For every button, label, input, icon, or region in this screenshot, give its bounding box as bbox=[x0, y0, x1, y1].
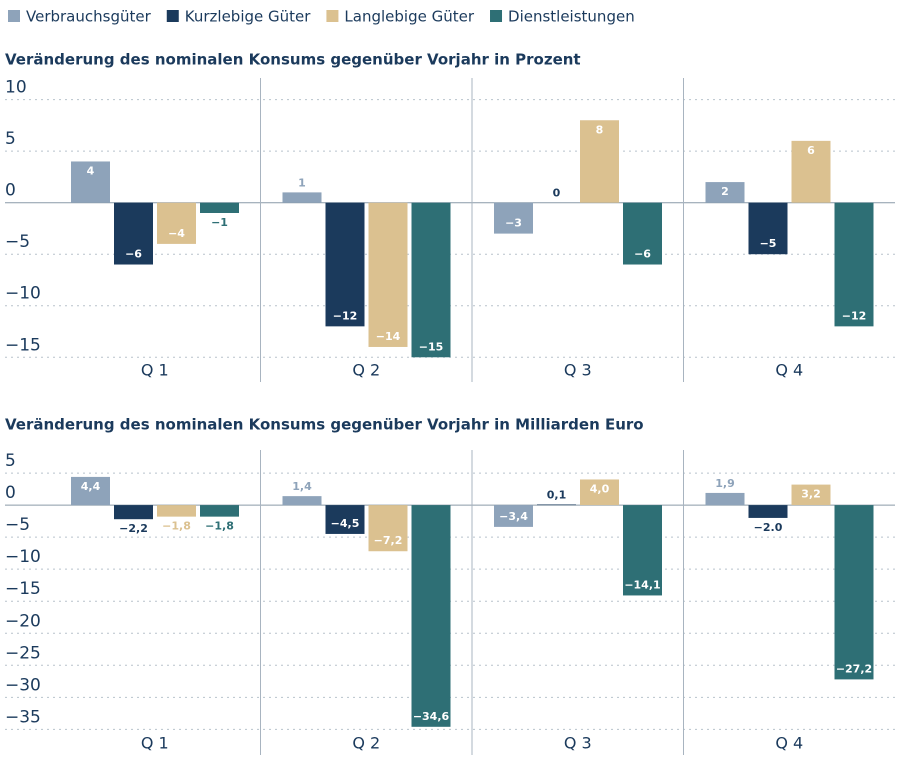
data-label: 0 bbox=[553, 187, 561, 200]
bar bbox=[200, 505, 239, 517]
x-tick-label: Q 3 bbox=[564, 361, 592, 380]
x-tick-label: Q 1 bbox=[141, 361, 169, 380]
x-tick-label: Q 4 bbox=[775, 734, 803, 753]
x-tick-label: Q 3 bbox=[564, 734, 592, 753]
y-tick-label: −5 bbox=[5, 515, 30, 535]
data-label: −1,8 bbox=[162, 520, 191, 533]
chart-title: Veränderung des nominalen Konsums gegenü… bbox=[5, 416, 644, 434]
bar bbox=[834, 202, 874, 327]
y-tick-label: −20 bbox=[5, 611, 41, 631]
bar bbox=[325, 202, 365, 327]
x-tick-label: Q 4 bbox=[775, 361, 803, 380]
data-label: −1 bbox=[211, 216, 228, 229]
bar bbox=[200, 202, 239, 213]
data-label: 1,4 bbox=[292, 480, 312, 493]
y-tick-label: −25 bbox=[5, 643, 41, 663]
data-label: −5 bbox=[760, 237, 777, 250]
data-label: −14 bbox=[376, 330, 401, 343]
y-tick-label: 0 bbox=[5, 181, 16, 201]
bar bbox=[157, 505, 196, 517]
bar bbox=[834, 505, 874, 680]
bar bbox=[325, 505, 365, 534]
bar bbox=[705, 492, 745, 506]
bar bbox=[791, 484, 831, 506]
x-tick-label: Q 1 bbox=[141, 734, 169, 753]
chart-title: Veränderung des nominalen Konsums gegenü… bbox=[5, 51, 581, 69]
data-label: −14,1 bbox=[624, 578, 660, 591]
bar bbox=[368, 505, 408, 552]
y-tick-label: 5 bbox=[5, 451, 16, 471]
bar bbox=[748, 202, 788, 255]
bar bbox=[494, 505, 533, 527]
y-tick-label: −15 bbox=[5, 579, 41, 599]
legend-swatch bbox=[490, 10, 503, 22]
bar bbox=[494, 202, 533, 234]
legend-swatch bbox=[166, 10, 179, 22]
y-tick-label: −5 bbox=[5, 232, 30, 252]
bar bbox=[580, 120, 619, 203]
legend-label: Kurzlebige Güter bbox=[185, 8, 311, 26]
legend-label: Langlebige Güter bbox=[344, 8, 474, 26]
legend-label: Dienstleistungen bbox=[508, 8, 635, 26]
data-label: 0,1 bbox=[547, 488, 567, 501]
legend-swatch bbox=[8, 10, 20, 22]
y-tick-label: −15 bbox=[5, 335, 41, 355]
bar bbox=[411, 202, 451, 358]
bar bbox=[282, 192, 322, 203]
data-label: −6 bbox=[125, 248, 142, 261]
bar bbox=[71, 161, 110, 203]
bar bbox=[282, 496, 322, 506]
data-label: −3 bbox=[505, 217, 522, 230]
y-tick-label: −30 bbox=[5, 675, 41, 695]
data-label: 3,2 bbox=[801, 488, 821, 501]
data-label: −2,2 bbox=[119, 522, 148, 535]
data-label: 4,0 bbox=[590, 482, 610, 495]
y-tick-label: −35 bbox=[5, 707, 41, 727]
bar bbox=[791, 140, 831, 203]
data-label: −4 bbox=[168, 227, 185, 240]
bar bbox=[580, 479, 619, 506]
data-label: 2 bbox=[721, 185, 729, 198]
data-label: −3,4 bbox=[499, 510, 528, 523]
data-label: −2.0 bbox=[754, 521, 783, 534]
data-label: −12 bbox=[842, 309, 867, 322]
bar bbox=[157, 202, 196, 244]
data-label: 4 bbox=[87, 164, 95, 177]
y-tick-label: 5 bbox=[5, 129, 16, 149]
y-tick-label: −10 bbox=[5, 284, 41, 304]
bar bbox=[537, 504, 576, 506]
data-label: −15 bbox=[419, 340, 444, 353]
data-label: −6 bbox=[634, 248, 651, 261]
legend-label: Verbrauchsgüter bbox=[26, 8, 152, 26]
data-label: 8 bbox=[596, 123, 604, 136]
bar bbox=[623, 505, 662, 596]
bar bbox=[411, 505, 451, 727]
x-tick-label: Q 2 bbox=[352, 734, 380, 753]
bar bbox=[748, 505, 788, 518]
bar bbox=[705, 182, 745, 203]
bar bbox=[368, 202, 408, 347]
legend-swatch bbox=[326, 10, 339, 22]
bar bbox=[114, 202, 153, 265]
data-label: 1 bbox=[298, 176, 306, 189]
x-tick-label: Q 2 bbox=[352, 361, 380, 380]
data-label: −27,2 bbox=[836, 662, 872, 675]
y-tick-label: 0 bbox=[5, 483, 16, 503]
bar bbox=[114, 505, 153, 520]
data-label: −12 bbox=[333, 309, 358, 322]
data-label: 6 bbox=[807, 144, 815, 157]
data-label: 1,9 bbox=[715, 477, 735, 490]
bar bbox=[623, 202, 662, 265]
data-label: −1,8 bbox=[205, 520, 234, 533]
y-tick-label: 10 bbox=[5, 78, 27, 98]
data-label: −7,2 bbox=[374, 534, 403, 547]
y-tick-label: −10 bbox=[5, 547, 41, 567]
data-label: −34,6 bbox=[413, 710, 450, 723]
data-label: −4,5 bbox=[331, 517, 360, 530]
data-label: 4,4 bbox=[81, 480, 101, 493]
bar bbox=[71, 476, 110, 506]
